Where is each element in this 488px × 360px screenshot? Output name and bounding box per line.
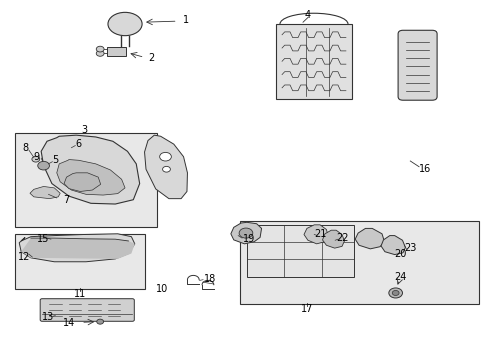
Text: 10: 10 bbox=[155, 284, 167, 294]
Ellipse shape bbox=[108, 12, 142, 36]
Polygon shape bbox=[322, 230, 344, 248]
Text: 1: 1 bbox=[183, 15, 189, 26]
Text: 14: 14 bbox=[62, 318, 75, 328]
Text: 13: 13 bbox=[42, 312, 54, 322]
Polygon shape bbox=[230, 222, 261, 244]
Text: 22: 22 bbox=[335, 233, 347, 243]
Circle shape bbox=[162, 166, 170, 172]
Circle shape bbox=[239, 228, 252, 238]
Text: 16: 16 bbox=[418, 164, 430, 174]
Polygon shape bbox=[144, 135, 187, 199]
Circle shape bbox=[96, 46, 104, 52]
Bar bbox=[107, 46, 126, 55]
Text: 8: 8 bbox=[22, 143, 28, 153]
Bar bbox=[276, 24, 351, 99]
Text: 20: 20 bbox=[393, 248, 406, 258]
Polygon shape bbox=[41, 135, 140, 204]
Circle shape bbox=[159, 152, 171, 161]
Text: 21: 21 bbox=[313, 229, 325, 239]
Text: 19: 19 bbox=[243, 234, 255, 244]
Circle shape bbox=[38, 161, 49, 170]
Circle shape bbox=[388, 288, 402, 298]
Bar bbox=[15, 134, 157, 226]
Text: 9: 9 bbox=[33, 152, 39, 162]
Polygon shape bbox=[21, 238, 135, 259]
Polygon shape bbox=[64, 173, 101, 192]
Text: 6: 6 bbox=[76, 139, 81, 149]
Text: 4: 4 bbox=[304, 10, 310, 20]
Text: 24: 24 bbox=[393, 272, 406, 282]
Circle shape bbox=[32, 156, 40, 162]
Text: 7: 7 bbox=[63, 195, 69, 205]
Circle shape bbox=[96, 50, 104, 56]
Text: 15: 15 bbox=[37, 234, 49, 244]
FancyBboxPatch shape bbox=[40, 299, 134, 321]
Polygon shape bbox=[30, 186, 60, 199]
Text: 12: 12 bbox=[18, 252, 30, 262]
Text: 5: 5 bbox=[53, 155, 59, 165]
Polygon shape bbox=[380, 235, 405, 255]
Text: 18: 18 bbox=[204, 274, 216, 284]
Text: 17: 17 bbox=[300, 304, 312, 314]
Polygon shape bbox=[19, 234, 135, 262]
Bar bbox=[246, 225, 353, 277]
Text: 23: 23 bbox=[403, 243, 416, 253]
Bar bbox=[239, 221, 478, 304]
Text: 2: 2 bbox=[148, 53, 155, 63]
Polygon shape bbox=[304, 225, 328, 244]
Circle shape bbox=[97, 319, 103, 324]
Circle shape bbox=[391, 291, 398, 296]
FancyBboxPatch shape bbox=[397, 30, 436, 100]
Text: 11: 11 bbox=[74, 289, 86, 299]
Polygon shape bbox=[354, 228, 384, 249]
Bar bbox=[15, 234, 144, 289]
Polygon shape bbox=[57, 159, 125, 195]
Text: 3: 3 bbox=[81, 125, 87, 135]
